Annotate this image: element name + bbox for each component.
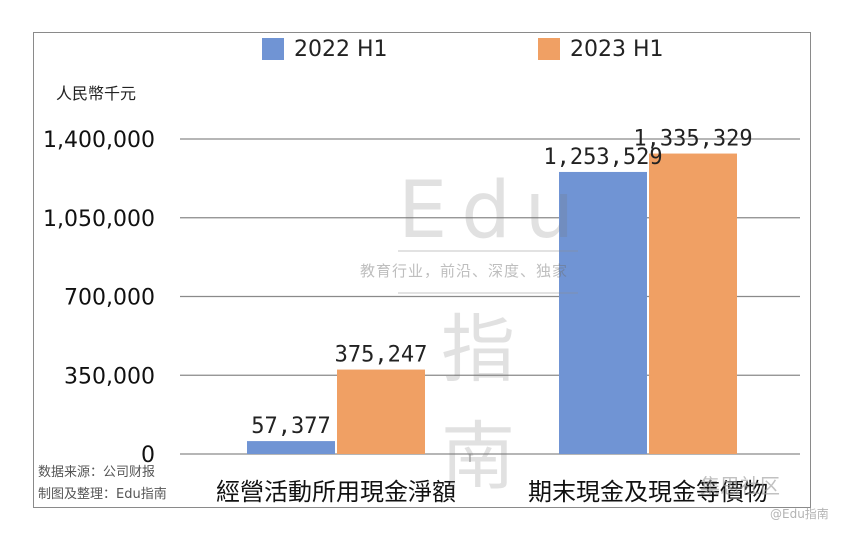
y-tick-label: 1,400,000 [43, 128, 155, 153]
legend-label-2023-h1: 2023 H1 [570, 36, 664, 62]
corner-watermark-sub: @Edu指南 [770, 507, 829, 521]
legend-item-2022-h1: 2022 H1 [262, 36, 388, 62]
y-axis-ticks: 0 350,000 700,000 1,050,000 1,400,000 [43, 128, 155, 468]
source-line: 数据来源：公司财报 [38, 465, 156, 480]
y-tick-label: 0 [141, 443, 155, 468]
watermark-rule [398, 292, 578, 294]
y-tick-label: 700,000 [64, 286, 155, 311]
legend-label-2022-h1: 2022 H1 [294, 36, 388, 62]
source-note: 数据来源：公司财报 制图及整理：Edu指南 [38, 462, 167, 506]
x-tick-label: 期末現金及現金等價物 [528, 478, 768, 506]
x-tick-label: 經營活動所用現金淨額 [216, 478, 456, 506]
legend-swatch-2022-h1 [262, 38, 284, 60]
x-axis-ticks: 經營活動所用現金淨額 期末現金及現金等價物 [216, 478, 768, 506]
source-line: 制图及整理：Edu指南 [38, 487, 167, 502]
chart-frame [33, 32, 811, 508]
watermark-rule [398, 250, 578, 252]
legend-item-2023-h1: 2023 H1 [538, 36, 664, 62]
data-label: 375,247 [335, 343, 428, 368]
data-label: 57,377 [251, 414, 330, 439]
watermark-cn: 指南 [441, 307, 535, 500]
corner-watermark: 集思社区 [700, 474, 780, 498]
bar-2023-h1 [337, 369, 425, 454]
y-tick-label: 350,000 [64, 364, 155, 389]
bars [247, 153, 737, 455]
bar-2022-h1 [559, 171, 647, 454]
data-label: 1,335,329 [633, 127, 752, 152]
y-axis-unit-label: 人民幣千元 [56, 84, 137, 103]
data-label: 1,253,529 [543, 145, 662, 170]
bar-2023-h1 [649, 153, 737, 455]
legend-swatch-2023-h1 [538, 38, 560, 60]
bar-2022-h1 [247, 441, 335, 454]
y-tick-label: 1,050,000 [43, 207, 155, 232]
watermark-tagline: 教育行业，前沿、深度、独家 [360, 262, 569, 280]
watermark-logo: Edu [398, 166, 589, 256]
